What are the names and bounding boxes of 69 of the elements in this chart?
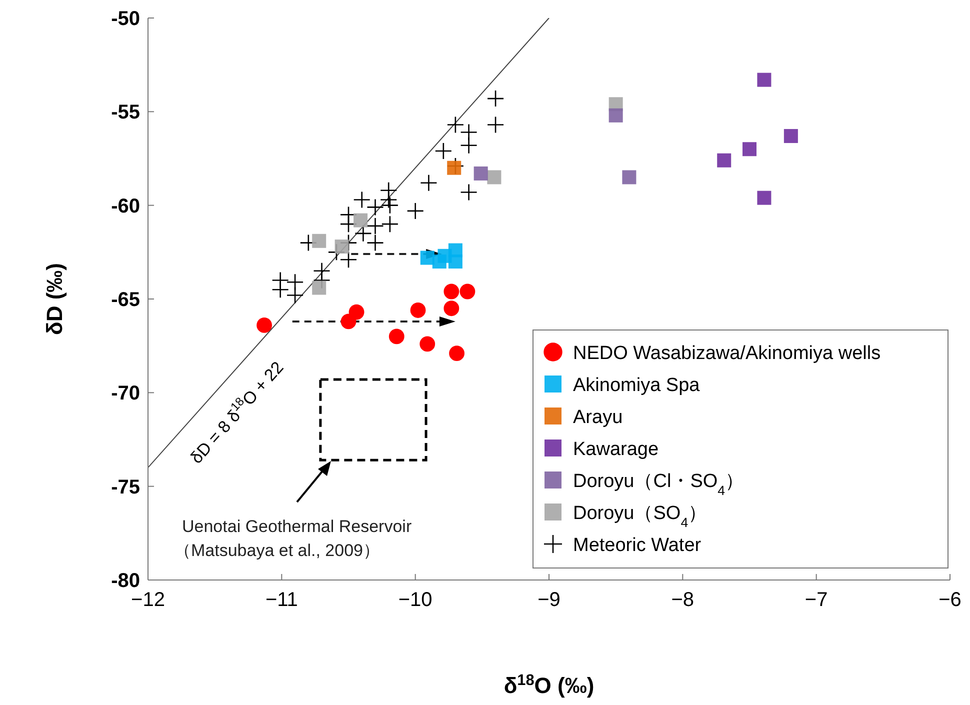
point: [460, 284, 476, 300]
annotation: Uenotai Geothermal Reservoir: [182, 517, 412, 536]
x-axis-title: δ$^{18}$O (‰): [504, 672, 594, 698]
point: [380, 191, 398, 208]
point: [608, 108, 623, 122]
y-tick-label: -70: [111, 382, 140, 405]
point: [757, 190, 772, 205]
point: [340, 314, 356, 330]
point: [622, 170, 636, 184]
point: [312, 280, 326, 295]
point: [272, 280, 289, 298]
x-tick-label: −12: [131, 589, 165, 611]
y-tick-label: -75: [111, 476, 140, 498]
legend-label: Meteoric Water: [573, 535, 702, 556]
point: [286, 286, 304, 304]
x-tick-label: −11: [265, 589, 298, 611]
y-tick-label: -80: [111, 570, 140, 592]
point: [354, 213, 368, 228]
point: [460, 184, 478, 201]
point: [406, 202, 424, 220]
point: [447, 160, 462, 175]
point: [486, 90, 504, 108]
annotation: （Matsubaya et al., 2009）: [174, 541, 380, 560]
legend-label: Doroyu（Cl・SO$_{4}$）: [573, 471, 744, 498]
point: [460, 136, 478, 154]
legend-label: Doroyu（SO$_{4}$）: [573, 503, 708, 530]
point: [420, 336, 436, 352]
point: [366, 198, 384, 216]
x-tick-label: −7: [804, 589, 828, 611]
point: [444, 284, 460, 300]
x-tick-label: −8: [671, 589, 694, 611]
x-tick-label: −6: [938, 589, 962, 611]
x-tick-label: −9: [538, 589, 560, 611]
point: [449, 346, 464, 362]
point: [717, 153, 732, 168]
point: [757, 72, 772, 87]
point: [381, 215, 399, 233]
point: [340, 251, 358, 268]
y-tick-label: -50: [111, 8, 140, 30]
point: [438, 248, 452, 263]
y-tick-label: -55: [111, 102, 140, 124]
y-axis-title: δD (‰): [42, 263, 67, 335]
point: [256, 318, 272, 333]
point: [444, 300, 460, 316]
point: [486, 116, 504, 134]
point: [487, 170, 502, 184]
point: [784, 129, 798, 144]
point: [388, 328, 404, 344]
x-tick-label: −10: [398, 589, 432, 611]
point: [474, 166, 488, 180]
point: [742, 142, 756, 156]
point: [348, 304, 364, 320]
y-tick-label: -65: [111, 289, 140, 311]
point: [334, 240, 349, 254]
point: [446, 116, 464, 134]
point: [353, 191, 371, 208]
legend-label: Arayu: [573, 407, 623, 428]
point: [381, 196, 399, 214]
y-tick-label: -60: [111, 195, 140, 218]
point: [420, 174, 438, 192]
point: [354, 224, 372, 242]
legend-label: Kawarage: [573, 439, 659, 460]
point: [366, 234, 384, 252]
point: [312, 234, 326, 248]
point: [366, 217, 384, 235]
legend-label: NEDO Wasabizawa/Akinomiya wells: [573, 343, 881, 364]
point: [434, 142, 452, 160]
point: [410, 302, 426, 318]
legend-label: Akinomiya Spa: [573, 375, 700, 396]
